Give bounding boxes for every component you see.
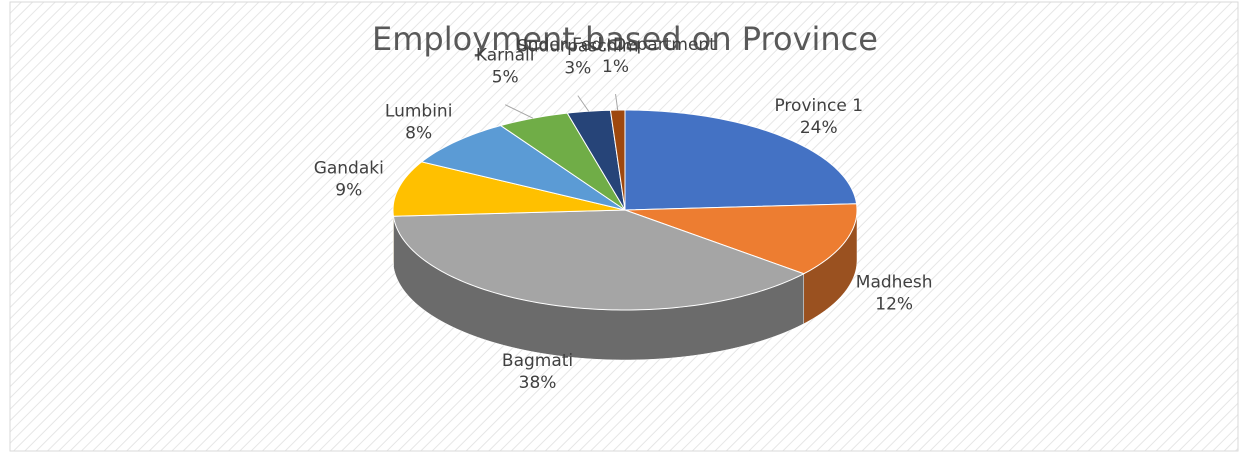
- data-label: Madhesh 12%: [856, 273, 933, 315]
- leader-line: [615, 93, 619, 111]
- category-label: Karnali: [476, 46, 535, 66]
- slice: [392, 161, 626, 217]
- slice: [420, 125, 626, 211]
- chart-title: Employment based on Province: [372, 20, 878, 58]
- leader-line: [505, 104, 534, 119]
- value-label: 1%: [602, 57, 629, 77]
- data-labels: Province 1 24% Madhesh 12% Bagmati 38% Gandaki…: [314, 35, 933, 393]
- category-label: Under Fed. Department: [515, 35, 716, 55]
- value-label: 12%: [875, 295, 913, 315]
- category-label: Gandaki: [314, 158, 384, 178]
- value-label: 38%: [519, 373, 557, 393]
- category-label: Province 1: [774, 96, 863, 116]
- category-label: Bagmati: [502, 351, 573, 371]
- slice: [624, 203, 858, 275]
- value-label: 3%: [564, 59, 591, 79]
- category-label: Sudurpaschim: [517, 37, 639, 57]
- data-label: Under Fed. Department 1%: [515, 35, 716, 77]
- data-label: Sudurpaschim 3%: [517, 37, 639, 79]
- value-label: 9%: [335, 180, 362, 200]
- data-label: Karnali 5%: [476, 46, 535, 88]
- pie-tops: [392, 109, 858, 311]
- slice: [499, 112, 626, 211]
- leader-line: [577, 95, 590, 112]
- value-label: 5%: [492, 68, 519, 88]
- value-label: 8%: [405, 123, 432, 143]
- data-label: Lumbini 8%: [385, 101, 453, 143]
- value-label: 24%: [800, 118, 838, 138]
- data-label: Province 1 24%: [774, 96, 863, 138]
- slice: [392, 209, 806, 311]
- category-label: Lumbini: [385, 101, 453, 121]
- slice: [624, 109, 858, 211]
- category-label: Madhesh: [856, 273, 933, 293]
- data-label: Gandaki 9%: [314, 158, 384, 200]
- data-label: Bagmati 38%: [502, 351, 573, 393]
